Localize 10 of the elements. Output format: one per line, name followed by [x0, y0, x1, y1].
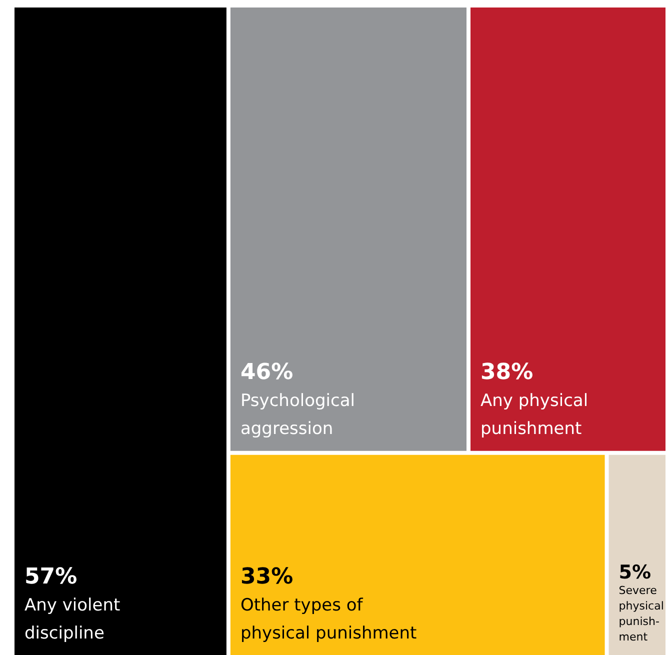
data-label: 33%	[240, 564, 294, 590]
data-label: 38%	[480, 360, 534, 385]
data-label: 57%	[24, 564, 78, 590]
data-label: 5%	[618, 562, 652, 584]
category-label: Other types of physical punishment	[240, 596, 418, 644]
data-label: 46%	[240, 360, 294, 385]
category-label: Severe physical punish- ment	[618, 584, 664, 644]
category-label: Psychological aggression	[240, 390, 355, 439]
category-label: Any violent discipline	[24, 596, 121, 644]
category-label: Any physical punishment	[480, 390, 588, 439]
